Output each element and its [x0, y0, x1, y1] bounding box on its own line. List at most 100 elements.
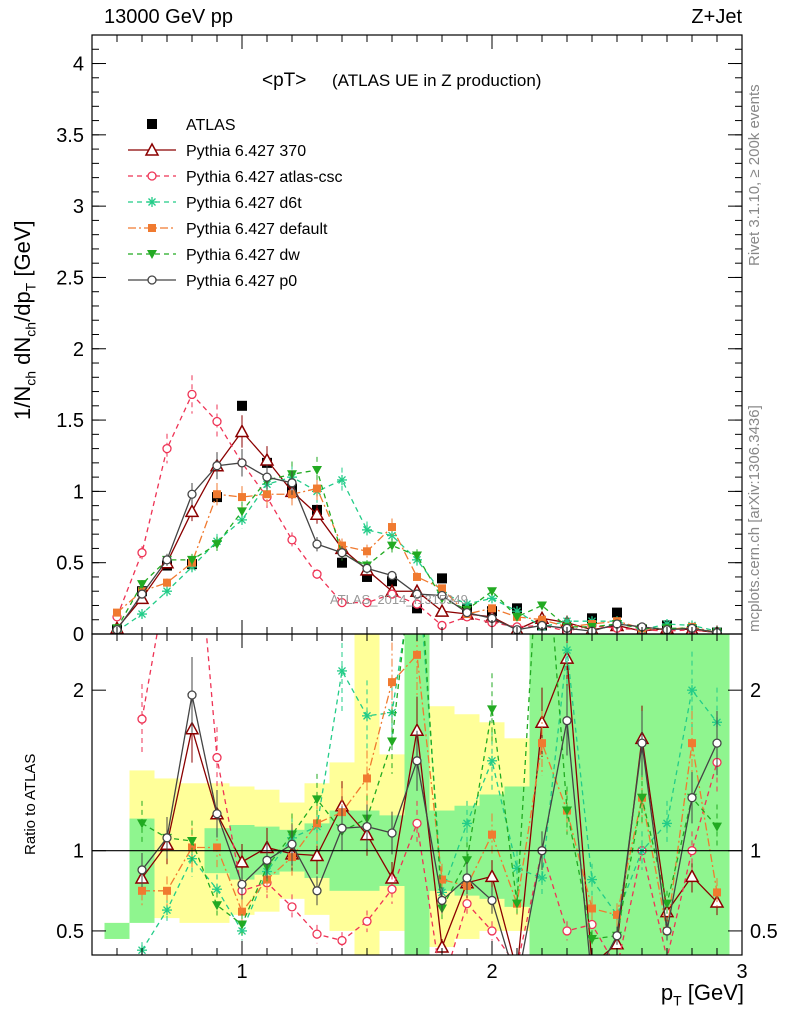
data-point — [362, 597, 372, 608]
data-point — [338, 541, 346, 550]
data-point — [538, 615, 546, 624]
x-axis-label: pT [GeV] — [660, 980, 744, 1009]
ratio-point — [413, 650, 421, 659]
data-point — [437, 573, 447, 584]
data-point — [162, 443, 172, 454]
ratio-point — [137, 819, 147, 829]
data-point — [187, 389, 197, 400]
ratio-point — [388, 678, 396, 687]
ratio-point — [512, 863, 522, 874]
ratio-tick-label-left: 0.5 — [56, 921, 84, 943]
ratio-point — [237, 920, 247, 930]
ratio-series-p0 — [137, 657, 722, 955]
data-point — [137, 548, 147, 558]
ratio-point — [462, 856, 472, 866]
y-tick-label: 3.5 — [56, 125, 84, 147]
data-point — [388, 523, 396, 532]
legend-label: Pythia 6.427 370 — [186, 143, 306, 160]
ratio-point — [337, 823, 347, 833]
legend-label: ATLAS — [186, 117, 236, 134]
ratio-point — [412, 818, 422, 829]
star-stroke — [488, 594, 496, 603]
ratio-tick-label-left: 1 — [73, 841, 84, 863]
legend-label: Pythia 6.427 dw — [186, 247, 300, 264]
data-point — [337, 474, 347, 485]
data-point — [612, 619, 622, 629]
ratio-point — [487, 895, 497, 906]
ratio-point — [588, 904, 596, 913]
data-point — [362, 571, 372, 582]
star-stroke — [213, 885, 221, 894]
data-point — [437, 590, 447, 601]
ratio-point — [362, 710, 372, 721]
data-point — [537, 601, 547, 611]
ratio-point — [163, 886, 171, 895]
ratio-point — [613, 910, 621, 919]
ratio-point — [684, 868, 700, 883]
ratio-point — [213, 843, 221, 852]
data-point — [137, 609, 147, 620]
data-point — [412, 589, 422, 599]
star-stroke — [338, 476, 346, 484]
star-stroke — [363, 711, 371, 720]
ratio-tick-label-left: 2 — [73, 680, 84, 702]
data-point — [312, 539, 322, 549]
data-point — [337, 557, 347, 568]
ratio-tick-label-right: 2 — [750, 680, 761, 702]
data-point — [362, 524, 372, 535]
star-stroke — [363, 525, 371, 534]
data-point — [263, 490, 271, 499]
ratio-point — [637, 793, 647, 803]
ratio-point — [162, 833, 172, 843]
ratio-point — [562, 926, 572, 936]
y-tick-label: 1 — [73, 481, 84, 503]
data-point — [387, 570, 397, 581]
ratio-point — [462, 898, 472, 909]
legend-label: Pythia 6.427 atlas-csc — [186, 169, 343, 186]
energy-label: 13000 GeV pp — [104, 6, 233, 28]
ratio-point — [562, 645, 572, 656]
star-stroke — [238, 926, 246, 935]
ratio-point — [312, 929, 322, 939]
legend-marker — [147, 275, 157, 285]
data-point — [238, 493, 246, 502]
ratio-point — [287, 902, 297, 912]
data-point — [113, 608, 121, 617]
ratio-point — [387, 884, 397, 894]
x-tick-label: 3 — [736, 961, 747, 983]
axes-frames: 0 0.5 1 1.5 2 2.5 3 3.5 4 0.5 0.5 1 1 2 2 1 2 3 — [56, 34, 778, 983]
ratio-point — [137, 714, 147, 724]
star-stroke — [148, 198, 156, 206]
ratio-point — [537, 872, 547, 883]
data-point — [462, 607, 472, 618]
data-point — [387, 589, 397, 599]
series-p0 — [112, 449, 722, 634]
ratio-line — [141, 694, 718, 955]
ratio-point — [688, 739, 696, 748]
data-point — [337, 597, 347, 608]
ratio-point — [238, 907, 246, 916]
ratio-point — [462, 818, 472, 829]
ratio-point — [212, 809, 222, 819]
ratio-point — [162, 905, 172, 916]
x-tick-label: 2 — [486, 961, 497, 983]
data-point — [512, 612, 522, 622]
star-stroke — [663, 819, 671, 828]
data-point — [237, 458, 247, 468]
legend-marker — [147, 197, 157, 207]
y-tick-label: 0.5 — [56, 553, 84, 575]
data-point — [163, 578, 171, 587]
y-tick-label: 1.5 — [56, 410, 84, 432]
ratio-point — [137, 865, 147, 875]
data-point — [234, 423, 250, 438]
data-point — [387, 541, 397, 551]
star-stroke — [588, 875, 596, 884]
legend-entry: Pythia 6.427 atlas-csc — [128, 169, 343, 186]
data-point — [362, 563, 372, 574]
ratio-line — [141, 634, 718, 940]
legend-marker — [148, 224, 156, 232]
ratio-point — [562, 806, 572, 816]
star-stroke — [463, 819, 471, 828]
data-point — [237, 507, 247, 517]
